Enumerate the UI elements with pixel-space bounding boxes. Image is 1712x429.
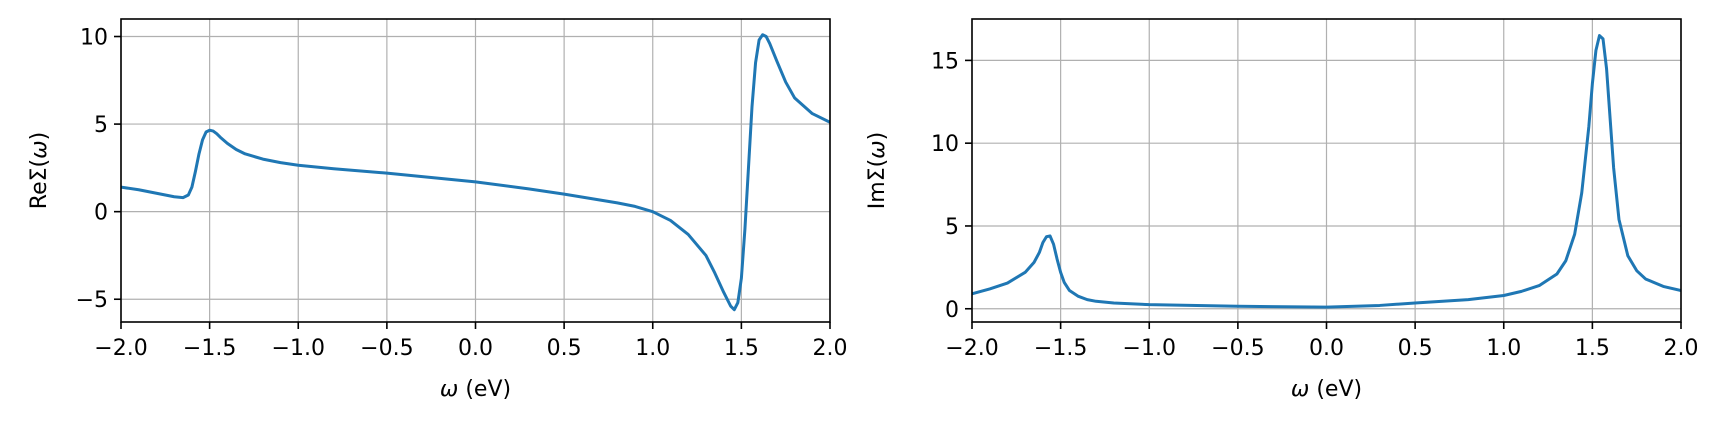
x-tick-label: 0.5 [1398,336,1433,361]
x-tick-label: 1.5 [1575,336,1610,361]
y-tick-label: 0 [945,298,959,323]
x-tick-label: −1.0 [1123,336,1176,361]
x-tick-label: −0.5 [1211,336,1264,361]
y-tick-label: 10 [931,132,959,157]
x-tick-label: 0.0 [1309,336,1344,361]
x-axis-label: ω (eV) [1291,377,1362,402]
x-tick-label: −1.5 [183,336,236,361]
x-tick-label: 1.0 [1486,336,1521,361]
x-tick-label: −2.0 [94,336,147,361]
x-tick-label: −2.0 [945,336,998,361]
x-tick-label: −1.5 [1034,336,1087,361]
x-tick-label: 2.0 [1664,336,1699,361]
y-tick-label: 10 [80,26,108,51]
x-tick-label: 0.0 [458,336,493,361]
x-tick-label: 1.5 [724,336,759,361]
x-tick-label: −0.5 [360,336,413,361]
x-tick-label: 2.0 [813,336,848,361]
x-tick-label: 0.5 [547,336,582,361]
x-tick-label: −1.0 [272,336,325,361]
y-tick-label: 0 [94,201,108,226]
x-axis-label: ω (eV) [440,377,511,402]
series-line [121,33,830,312]
y-tick-label: 15 [931,49,959,74]
y-tick-label: 5 [94,113,108,138]
y-tick-label: 5 [945,215,959,240]
y-tick-label: −5 [76,288,108,313]
series-line [972,34,1681,309]
chart-panel-im-sigma: −2.0 −1.5 −1.0 −0.5 0.0 0.5 1.0 1.5 2.0 0 5 10 15 ω (… [865,18,1699,402]
x-tick-label: 1.0 [635,336,670,361]
chart-panel-re-sigma: −2.0 −1.5 −1.0 −0.5 0.0 0.5 1.0 1.5 2.0 −5 0 5 10 ω (… [27,18,848,402]
y-axis-label: ImΣ(ω) [865,132,890,209]
y-axis-label: ReΣ(ω) [27,132,52,209]
